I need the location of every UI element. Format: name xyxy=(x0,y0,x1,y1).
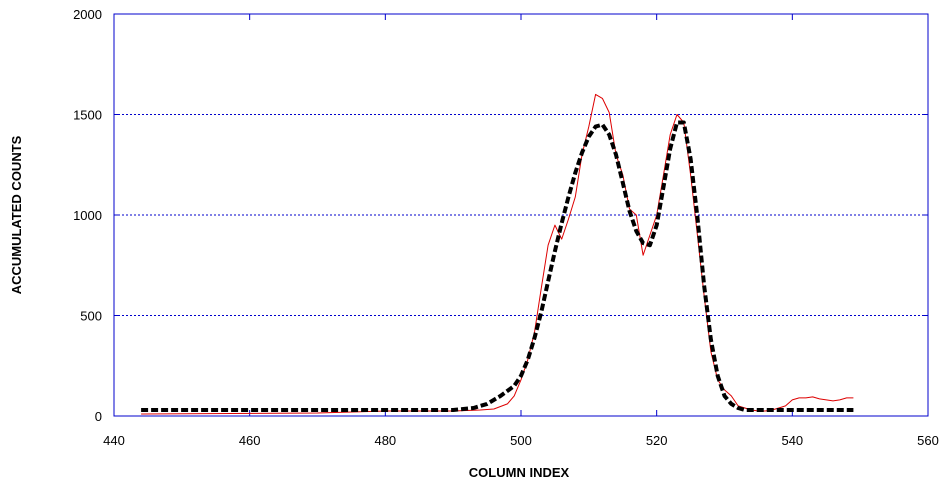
y-tick-label: 500 xyxy=(80,309,102,324)
x-tick-label: 500 xyxy=(510,433,532,448)
gridlines xyxy=(114,114,928,316)
x-tick-label: 480 xyxy=(374,433,396,448)
series-line-fit xyxy=(141,120,854,412)
x-axis-title: COLUMN INDEX xyxy=(469,465,570,480)
x-tick-label: 460 xyxy=(239,433,261,448)
plot-frame xyxy=(113,13,929,417)
y-tick-label: 1500 xyxy=(73,108,102,123)
plot-border xyxy=(113,13,929,417)
y-tick-label: 0 xyxy=(95,409,102,424)
series-group xyxy=(141,93,854,415)
y-tick-label: 1000 xyxy=(73,208,102,223)
series-line-measured xyxy=(141,93,854,415)
y-tick-label: 2000 xyxy=(73,7,102,22)
x-tick-label: 540 xyxy=(781,433,803,448)
y-axis-title: ACCUMULATED COUNTS xyxy=(9,135,24,294)
x-tick-label: 560 xyxy=(917,433,939,448)
tick-labels: 440 460 480 500 520 540 560 0 500 1000 1500 2000 xyxy=(73,7,939,448)
axis-ticks xyxy=(113,13,929,417)
x-tick-label: 520 xyxy=(646,433,668,448)
x-tick-label: 440 xyxy=(103,433,125,448)
